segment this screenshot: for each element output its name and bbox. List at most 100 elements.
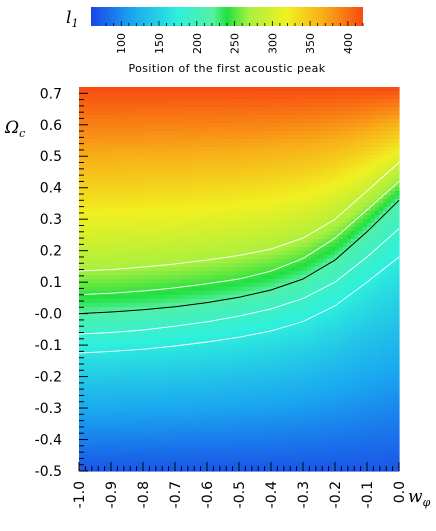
- heatmap-cell: [227, 251, 232, 256]
- heatmap-cell: [99, 415, 104, 420]
- heatmap-cell: [199, 439, 204, 444]
- heatmap-cell: [223, 239, 228, 244]
- heatmap-cell: [103, 395, 108, 400]
- heatmap-cell: [279, 271, 284, 276]
- heatmap-cell: [99, 279, 104, 284]
- heatmap-cell: [115, 255, 120, 260]
- heatmap-cell: [95, 91, 100, 96]
- heatmap-cell: [259, 423, 264, 428]
- heatmap-cell: [175, 239, 180, 244]
- heatmap-cell: [163, 319, 168, 324]
- heatmap-cell: [175, 163, 180, 168]
- heatmap-cell: [163, 439, 168, 444]
- heatmap-cell: [103, 315, 108, 320]
- heatmap-cell: [187, 299, 192, 304]
- heatmap-cell: [151, 459, 156, 464]
- heatmap-cell: [115, 419, 120, 424]
- heatmap-cell: [175, 231, 180, 236]
- heatmap-cell: [231, 327, 236, 332]
- heatmap-cell: [187, 135, 192, 140]
- heatmap-cell: [135, 455, 140, 460]
- heatmap-cell: [183, 439, 188, 444]
- heatmap-cell: [135, 363, 140, 368]
- heatmap-cell: [215, 455, 220, 460]
- heatmap-cell: [215, 235, 220, 240]
- heatmap-cell: [271, 403, 276, 408]
- heatmap-cell: [91, 379, 96, 384]
- heatmap-cell: [275, 243, 280, 248]
- heatmap-cell: [139, 255, 144, 260]
- heatmap-cell: [199, 299, 204, 304]
- heatmap-cell: [159, 467, 164, 472]
- heatmap-cell: [95, 367, 100, 372]
- heatmap-cell: [259, 127, 264, 132]
- heatmap-cell: [195, 143, 200, 148]
- heatmap-cell: [239, 239, 244, 244]
- heatmap-cell: [259, 279, 264, 284]
- heatmap-cell: [103, 387, 108, 392]
- heatmap-cell: [247, 463, 252, 468]
- heatmap-cell: [271, 419, 276, 424]
- heatmap-cell: [207, 391, 212, 396]
- heatmap-cell: [195, 423, 200, 428]
- heatmap-cell: [255, 435, 260, 440]
- heatmap-cell: [251, 231, 256, 236]
- heatmap-cell: [143, 119, 148, 124]
- heatmap-cell: [187, 167, 192, 172]
- heatmap-cell: [195, 111, 200, 116]
- heatmap-cell: [243, 223, 248, 228]
- heatmap-cell: [103, 327, 108, 332]
- heatmap-cell: [263, 467, 268, 472]
- heatmap-cell: [267, 203, 272, 208]
- heatmap-cell: [123, 395, 128, 400]
- heatmap-cell: [207, 211, 212, 216]
- heatmap-cell: [275, 299, 280, 304]
- heatmap-cell: [147, 115, 152, 120]
- heatmap-cell: [147, 187, 152, 192]
- heatmap-cell: [183, 99, 188, 104]
- heatmap-cell: [123, 275, 128, 280]
- heatmap-cell: [223, 195, 228, 200]
- heatmap-cell: [231, 203, 236, 208]
- heatmap-cell: [139, 403, 144, 408]
- heatmap-cell: [111, 295, 116, 300]
- heatmap-cell: [267, 391, 272, 396]
- heatmap-cell: [187, 399, 192, 404]
- heatmap-cell: [107, 455, 112, 460]
- heatmap-cell: [259, 463, 264, 468]
- heatmap-cell: [127, 335, 132, 340]
- heatmap-cell: [187, 351, 192, 356]
- heatmap-cell: [95, 315, 100, 320]
- heatmap-cell: [203, 419, 208, 424]
- heatmap-cell: [159, 167, 164, 172]
- heatmap-cell: [103, 427, 108, 432]
- heatmap-cell: [251, 263, 256, 268]
- heatmap-cell: [191, 151, 196, 156]
- heatmap-cell: [83, 135, 88, 140]
- heatmap-cell: [271, 143, 276, 148]
- heatmap-cell: [131, 283, 136, 288]
- heatmap-cell: [207, 383, 212, 388]
- heatmap-cell: [207, 467, 212, 472]
- heatmap-cell: [123, 327, 128, 332]
- heatmap-cell: [79, 371, 84, 376]
- heatmap-cell: [247, 159, 252, 164]
- heatmap-cell: [119, 199, 124, 204]
- heatmap-cell: [155, 123, 160, 128]
- heatmap-cell: [167, 347, 172, 352]
- heatmap-cell: [103, 459, 108, 464]
- heatmap-cell: [283, 123, 288, 128]
- heatmap-cell: [131, 155, 136, 160]
- heatmap-cell: [107, 135, 112, 140]
- heatmap-cell: [87, 399, 92, 404]
- heatmap-cell: [159, 415, 164, 420]
- heatmap-cell: [127, 455, 132, 460]
- heatmap-cell: [275, 319, 280, 324]
- heatmap-cell: [187, 371, 192, 376]
- heatmap-cell: [263, 175, 268, 180]
- heatmap-cell: [103, 275, 108, 280]
- heatmap-cell: [231, 459, 236, 464]
- heatmap-cell: [135, 99, 140, 104]
- heatmap-cell: [183, 199, 188, 204]
- heatmap-cell: [115, 159, 120, 164]
